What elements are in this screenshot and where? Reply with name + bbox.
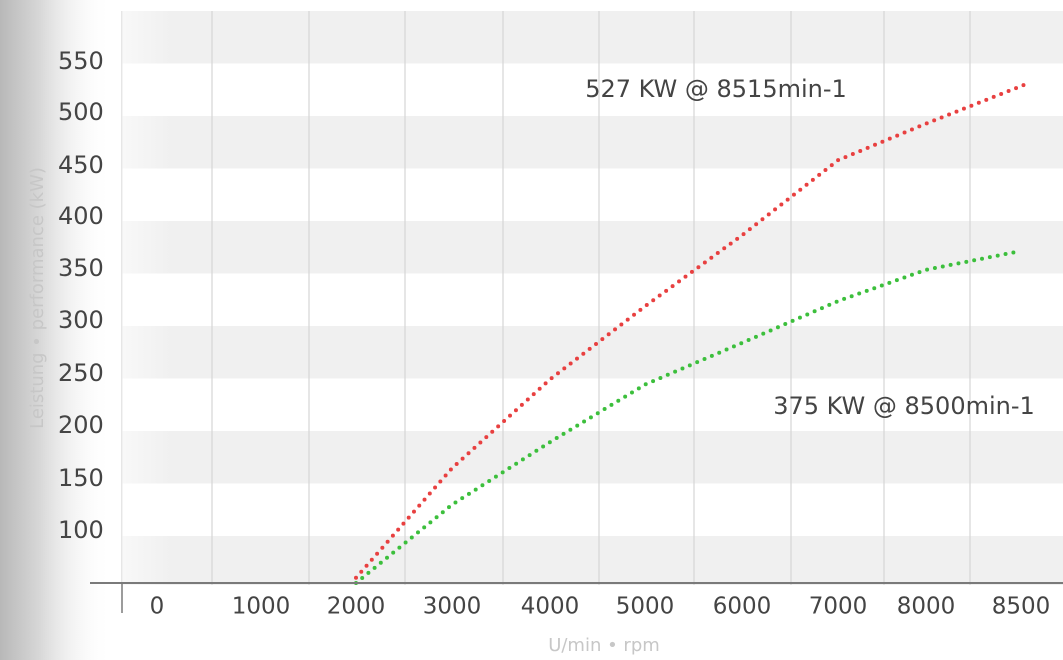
grid-band bbox=[122, 536, 1063, 585]
x-tick-label-8000: 8000 bbox=[897, 594, 956, 620]
red-series-annotation: 527 KW @ 8515min-1 bbox=[585, 75, 847, 103]
x-tick-label-0: 0 bbox=[150, 594, 165, 620]
grid-band bbox=[122, 326, 1063, 379]
x-tick-label-8500: 8500 bbox=[992, 594, 1051, 620]
y-axis-label: Leistung • performance (kW) bbox=[27, 167, 48, 429]
y-tick-label-150: 150 bbox=[58, 464, 104, 492]
red-series-line bbox=[354, 83, 1026, 580]
left-edge-shade bbox=[0, 0, 112, 660]
y-tick-label-200: 200 bbox=[58, 411, 104, 439]
x-tick-label-5000: 5000 bbox=[616, 594, 675, 620]
y-tick-label-450: 450 bbox=[58, 151, 104, 179]
axis-layer bbox=[90, 582, 1063, 613]
grid-band bbox=[122, 431, 1063, 484]
y-tick-label-250: 250 bbox=[58, 359, 104, 387]
x-tick-label-3000: 3000 bbox=[423, 594, 482, 620]
x-tick-label-7000: 7000 bbox=[809, 594, 868, 620]
grid-band bbox=[122, 116, 1063, 169]
grid-band bbox=[122, 63, 1063, 116]
x-axis-label: U/min • rpm bbox=[548, 635, 660, 656]
y-tick-label-350: 350 bbox=[58, 254, 104, 282]
x-tick-label-2000: 2000 bbox=[327, 594, 386, 620]
grid-band bbox=[122, 273, 1063, 326]
green-series-annotation: 375 KW @ 8500min-1 bbox=[773, 392, 1035, 420]
x-tick-label-4000: 4000 bbox=[521, 594, 580, 620]
y-tick-label-100: 100 bbox=[58, 516, 104, 544]
grid-band bbox=[122, 11, 1063, 64]
y-tick-label-400: 400 bbox=[58, 202, 104, 230]
grid-band bbox=[122, 168, 1063, 221]
grid-band bbox=[122, 378, 1063, 431]
grid-band bbox=[122, 483, 1063, 536]
grid-layer bbox=[121, 11, 1063, 585]
series-layer bbox=[354, 83, 1026, 585]
grid-band bbox=[122, 221, 1063, 274]
label-layer: 100 150 200 250 300 350 400 450 500 550 0 1000 2000 3… bbox=[27, 47, 1050, 656]
y-tick-label-500: 500 bbox=[58, 98, 104, 126]
y-tick-label-550: 550 bbox=[58, 47, 104, 75]
y-tick-label-300: 300 bbox=[58, 306, 104, 334]
green-series-line bbox=[354, 249, 1023, 585]
x-tick-label-6000: 6000 bbox=[713, 594, 772, 620]
x-tick-label-1000: 1000 bbox=[232, 594, 291, 620]
plot-left-fade bbox=[122, 11, 172, 585]
